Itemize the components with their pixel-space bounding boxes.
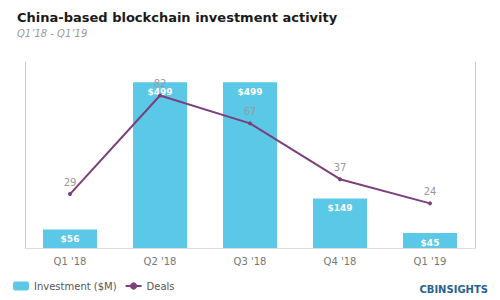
- svg-text:67: 67: [244, 106, 257, 117]
- svg-text:Q2 '18: Q2 '18: [144, 256, 177, 267]
- svg-text:29: 29: [64, 177, 77, 188]
- svg-text:Q1’18 - Q1’19: Q1’18 - Q1’19: [17, 28, 87, 39]
- svg-text:Investment ($M): Investment ($M): [34, 281, 117, 292]
- svg-text:$149: $149: [327, 203, 352, 213]
- svg-text:Q4 '18: Q4 '18: [324, 256, 357, 267]
- svg-text:82: 82: [154, 78, 167, 89]
- svg-text:24: 24: [424, 186, 437, 197]
- svg-text:China-based blockchain investm: China-based blockchain investment activi…: [17, 10, 338, 25]
- svg-text:Q3 '18: Q3 '18: [234, 256, 267, 267]
- svg-text:$56: $56: [61, 234, 80, 244]
- svg-text:$499: $499: [237, 87, 262, 97]
- svg-text:Deals: Deals: [147, 281, 175, 292]
- svg-text:CBINSIGHTS: CBINSIGHTS: [419, 284, 488, 295]
- svg-text:Q1 '18: Q1 '18: [54, 256, 87, 267]
- svg-text:Q1 '19: Q1 '19: [414, 256, 447, 267]
- svg-text:$45: $45: [421, 238, 440, 248]
- svg-text:$499: $499: [147, 86, 173, 97]
- svg-text:37: 37: [334, 162, 347, 173]
